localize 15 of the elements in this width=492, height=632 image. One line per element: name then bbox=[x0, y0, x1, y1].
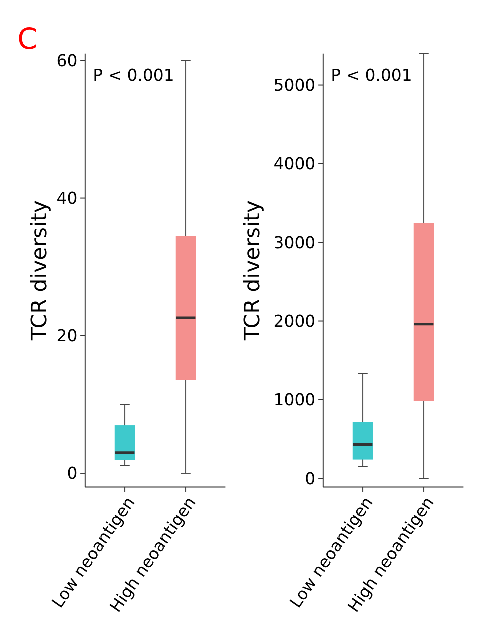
y-tick-label: 3000 bbox=[274, 233, 316, 252]
y-tick-label: 0 bbox=[67, 464, 78, 484]
y-tick-label: 0 bbox=[305, 469, 316, 488]
y-tick-label: 2000 bbox=[274, 312, 316, 332]
y-tick-label: 5000 bbox=[274, 76, 316, 96]
y-axis-title: TCR diversity bbox=[240, 200, 266, 342]
text: C bbox=[18, 22, 38, 56]
y-tick-label: 20 bbox=[56, 326, 78, 346]
y-axis-title: TCR diversity bbox=[28, 200, 53, 342]
annotation: P < 0.001 bbox=[93, 66, 174, 85]
annotation: P < 0.001 bbox=[331, 66, 412, 85]
y-tick-label: 40 bbox=[56, 189, 78, 208]
y-tick-label: 4000 bbox=[274, 154, 316, 174]
y-tick-label: 1000 bbox=[274, 390, 316, 410]
y-tick-label: 60 bbox=[56, 51, 78, 70]
